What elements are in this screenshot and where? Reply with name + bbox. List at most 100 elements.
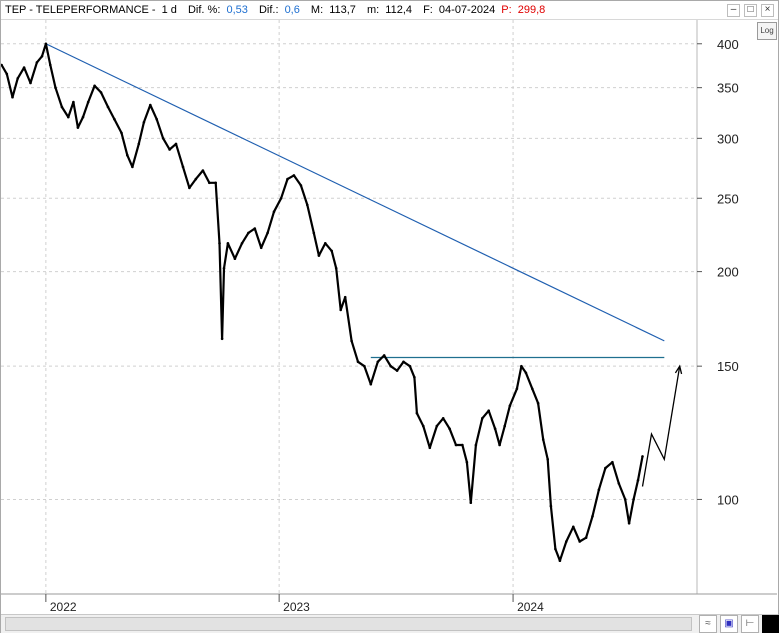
price-point [131,165,134,169]
price-point [317,254,321,257]
price-point [435,424,439,428]
price-series-line [1,42,644,562]
price-point [565,540,568,543]
price-point [339,308,343,312]
price-point [402,360,405,364]
pin-icon[interactable]: ⊢ [741,615,759,633]
price-point [536,401,540,405]
price-point [194,177,198,181]
min-value: 112,4 [385,4,413,16]
price-point [330,249,334,253]
horizontal-scrollbar[interactable] [5,617,692,631]
price-point [312,231,316,235]
price-point [350,339,353,343]
price-point [611,460,614,464]
price-point [461,443,464,447]
price-point [233,257,237,260]
price-point [5,72,9,76]
price-point [376,360,380,364]
price-point [1,63,3,67]
price-value: 299,8 [517,4,546,16]
price-point [389,364,393,368]
price-point [142,121,146,124]
window-buttons: – □ × [727,4,774,17]
price-point [106,105,110,109]
price-point [86,100,90,104]
price-point [641,455,644,458]
price-point [240,242,244,245]
maximize-icon[interactable]: □ [744,4,757,17]
y-tick-label: 200 [717,265,739,280]
price-point [454,443,458,447]
dif-pct-label: Dif. %: [187,4,221,16]
price-point [60,105,64,109]
price-point [29,81,32,85]
price-point [201,169,205,172]
price-point [395,369,399,372]
price-point [487,409,491,413]
price-point [214,181,217,185]
price-point [415,411,419,415]
minimize-icon[interactable]: – [727,4,740,17]
price-point [306,203,309,207]
price-point [636,479,640,482]
price-point [441,417,445,420]
price-point [168,148,171,151]
price-point [44,42,48,46]
price-point [49,63,52,67]
price-point [623,498,627,501]
price-point [113,117,116,121]
price-point [253,227,257,230]
price-point [627,522,631,525]
price-point [54,86,57,89]
price-point [498,443,501,447]
dif-pct-value: 0,53 [226,4,248,16]
price-point [259,246,263,250]
price-point [549,504,553,508]
price-point [137,142,141,146]
instrument-title: TEP - TELEPERFORMANCE - [5,4,156,16]
price-point [428,446,432,450]
wave-icon[interactable]: ≈ [699,615,717,633]
log-scale-button[interactable]: Log [757,22,777,40]
price-point [356,360,360,364]
price-point [481,417,484,420]
date-label: F: [423,4,433,16]
price-point [448,427,451,431]
price-point [520,364,523,368]
price-chart[interactable]: 100 150 200 250 300 350 400 2022 2023 2024 [1,20,778,614]
save-icon[interactable]: ▣ [720,615,738,633]
price-point [149,103,152,107]
price-point [617,482,621,485]
price-point [604,466,607,470]
price-point [16,77,19,80]
price-point [218,242,221,245]
price-point [578,540,581,543]
y-tick-label: 250 [717,191,739,206]
price-point [272,210,276,213]
price-point [35,61,39,64]
bottom-toolbar: ≈ ▣ ⊢ [1,614,779,633]
price-point [524,371,528,375]
price-point [422,424,425,428]
date-value: 04-07-2024 [438,4,496,16]
price-point [226,242,230,245]
y-tick-label: 100 [717,492,739,507]
price-point [22,66,26,69]
price-point [413,376,416,379]
price-point [208,181,211,185]
price-point [546,458,549,461]
price-point [286,177,289,181]
projection-arrowhead [674,364,683,375]
color-swatch-icon[interactable] [762,615,779,633]
price-point [120,131,123,135]
price-point [591,515,594,518]
price-point [508,404,512,408]
close-icon[interactable]: × [761,4,774,17]
price-point [72,100,75,104]
price-point [292,174,296,177]
price-label: P: [501,4,512,16]
min-label: m: [367,4,380,16]
price-point [93,84,96,88]
